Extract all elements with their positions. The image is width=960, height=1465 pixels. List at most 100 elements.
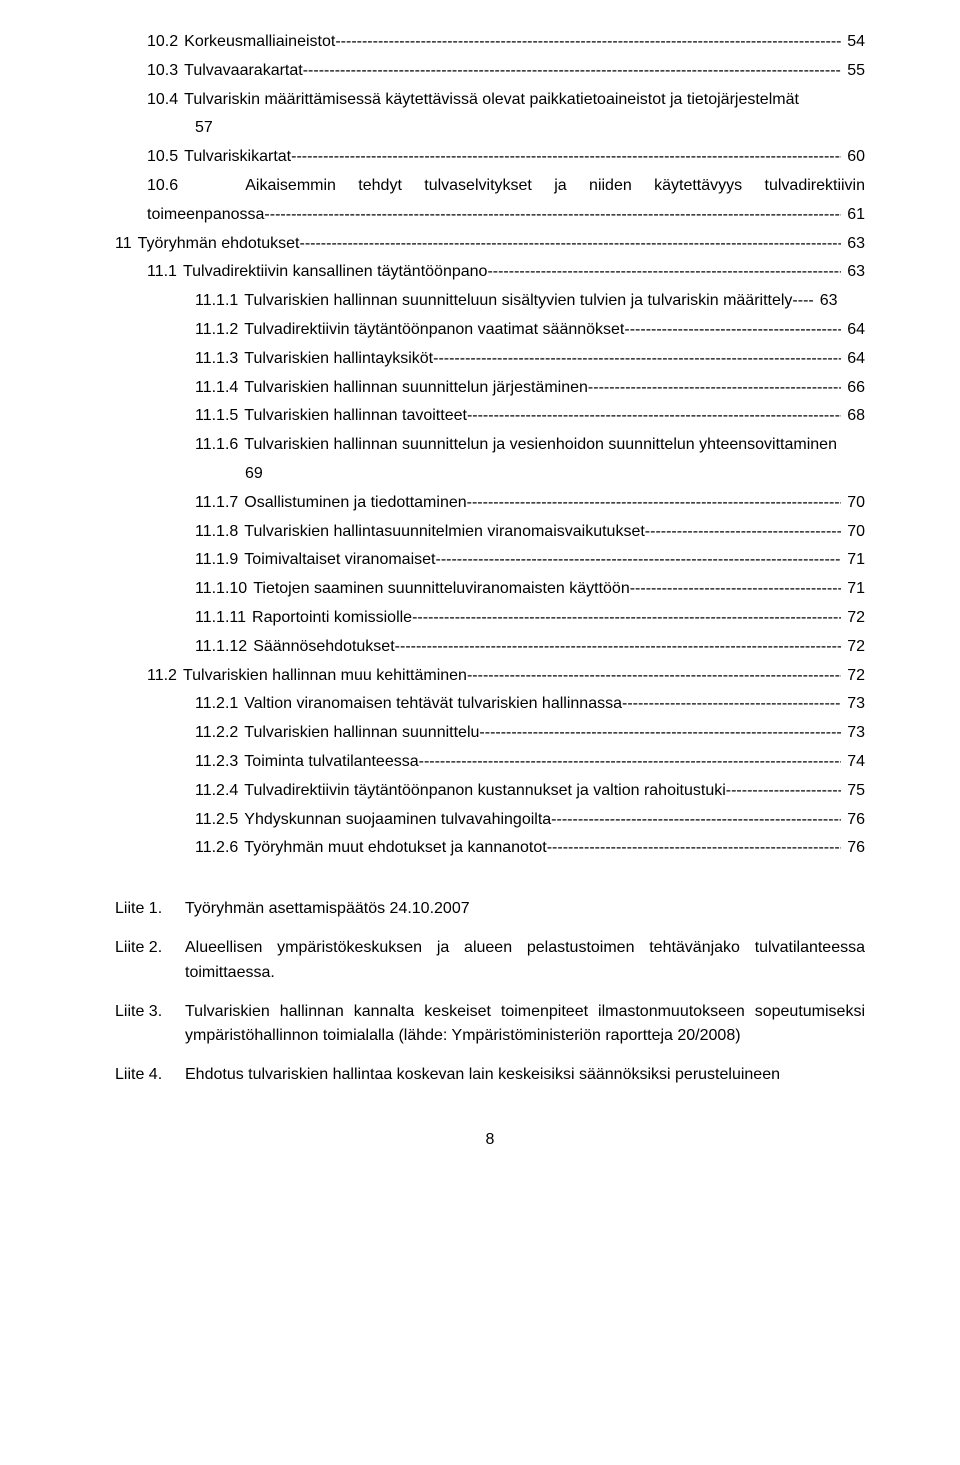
toc-entry: 11.1.3Tulvariskien hallintayksiköt 64 [115,347,865,372]
toc-entry: 10.4Tulvariskin määrittämisessä käytettä… [115,88,865,113]
toc-label: Toimivaltaiset viranomaiset [244,548,435,573]
toc-label: Yhdyskunnan suojaaminen tulvavahingoilta [244,808,551,833]
toc-number: 11.1.5 [195,404,244,429]
appendix-text: Ehdotus tulvariskien hallintaa koskevan … [185,1063,865,1088]
toc-number: 11.1.3 [195,347,244,372]
toc-label: Tulvariskien hallinnan suunnittelun ja v… [244,433,837,458]
toc-label: Toiminta tulvatilanteessa [244,750,418,775]
toc-label: toimeenpanossa [147,203,264,228]
appendix-text: Tulvariskien hallinnan kannalta keskeise… [185,1000,865,1050]
toc-leader [395,635,842,651]
toc-number: 11.1.4 [195,376,244,401]
toc-page: 61 [841,203,865,228]
toc-entry: 11.2.3Toiminta tulvatilanteessa 74 [115,750,865,775]
toc-entry-continuation: toimeenpanossa 61 [115,203,865,228]
toc-entry: 11.1.5Tulvariskien hallinnan tavoitteet6… [115,404,865,429]
toc-leader [487,260,841,276]
toc-page: 72 [841,606,865,631]
toc-page: 71 [841,577,865,602]
toc-leader [622,692,841,708]
toc-page: 54 [841,30,865,55]
toc-number: 11.2.5 [195,808,244,833]
toc-leader [547,836,842,852]
toc-number: 10.4 [147,88,184,113]
toc-entry: 11.2.6Työryhmän muut ehdotukset ja kanna… [115,836,865,861]
toc-label: Säännösehdotukset [253,635,394,660]
toc-entry: 11.1Tulvadirektiivin kansallinen täytänt… [115,260,865,285]
toc-label: Tietojen saaminen suunnitteluviranomaist… [253,577,630,602]
toc-page: 74 [841,750,865,775]
toc-page: 72 [841,664,865,689]
toc-entry: 10.5Tulvariskikartat60 [115,145,865,170]
document-page: 10.2Korkeusmalliaineistot5410.3Tulvavaar… [0,0,960,1465]
toc-page: 64 [841,318,865,343]
toc-leader [467,664,841,680]
toc-leader [630,577,841,593]
toc-page: 64 [841,347,865,372]
toc-leader [624,318,841,334]
toc-label: Tulvadirektiivin täytäntöönpanon kustann… [244,779,725,804]
toc-leader-short: ---- [792,289,813,314]
toc-entry: 11.1.11Raportointi komissiolle 72 [115,606,865,631]
toc-page: 73 [841,721,865,746]
toc-page: 72 [841,635,865,660]
toc-label: Tulvadirektiivin kansallinen täytäntöönp… [183,260,487,285]
toc-leader [299,232,841,248]
toc-leader [264,203,841,219]
toc-label: Tulvariskien hallintasuunnitelmien viran… [244,520,644,545]
toc-entry: 11.2.2Tulvariskien hallinnan suunnittelu… [115,721,865,746]
toc-label: Osallistuminen ja tiedottaminen [244,491,466,516]
toc-entry: 11.2.5Yhdyskunnan suojaaminen tulvavahin… [115,808,865,833]
toc-label: Tulvariskikartat [184,145,291,170]
toc-number: 11.1.12 [195,635,253,660]
toc-label: Tulvariskien hallinnan suunnitteluun sis… [244,289,792,314]
toc-label: Tulvariskien hallinnan suunnittelun järj… [244,376,588,401]
toc-entry: 11.1.2Tulvadirektiivin täytäntöönpanon v… [115,318,865,343]
toc-leader [291,145,841,161]
toc-number: 11.2 [147,664,183,689]
toc-page: 75 [841,779,865,804]
toc-leader [419,750,842,766]
toc-leader [467,404,841,420]
toc-number: 11.1.11 [195,606,252,631]
toc-entry: 10.6 Aikaisemmin tehdyt tulvaselvitykset… [115,174,865,199]
toc-number: 11.1.6 [195,433,244,458]
toc-number: 11.1.1 [195,289,244,314]
appendix-label: Liite 4. [115,1063,185,1088]
toc-label: Tulvariskien hallinnan muu kehittäminen [183,664,467,689]
appendix-label: Liite 3. [115,1000,185,1050]
appendix-item: Liite 1.Työryhmän asettamispäätös 24.10.… [115,897,865,922]
table-of-contents: 10.2Korkeusmalliaineistot5410.3Tulvavaar… [115,30,865,861]
toc-page: 68 [841,404,865,429]
toc-continuation: 69 [115,462,865,487]
toc-page: 63 [841,232,865,257]
appendix-item: Liite 4.Ehdotus tulvariskien hallintaa k… [115,1063,865,1088]
toc-entry: 11.1.4Tulvariskien hallinnan suunnittelu… [115,376,865,401]
toc-leader [303,59,841,75]
toc-entry: 10.2Korkeusmalliaineistot54 [115,30,865,55]
toc-label: Valtion viranomaisen tehtävät tulvariski… [244,692,622,717]
toc-number: 11.2.4 [195,779,244,804]
toc-page: 60 [841,145,865,170]
toc-number: 11 [115,232,138,257]
toc-entry: 11.2.1Valtion viranomaisen tehtävät tulv… [115,692,865,717]
toc-leader [645,520,841,536]
toc-number: 11.1.10 [195,577,253,602]
toc-entry: 11.1.8Tulvariskien hallintasuunnitelmien… [115,520,865,545]
toc-page: 76 [841,808,865,833]
toc-number: 11.2.3 [195,750,244,775]
toc-label: Raportointi komissiolle [252,606,412,631]
toc-number: 11.2.2 [195,721,244,746]
toc-entry: 11Työryhmän ehdotukset63 [115,232,865,257]
toc-page: 70 [841,491,865,516]
toc-leader [433,347,841,363]
toc-entry: 11.1.7Osallistuminen ja tiedottaminen70 [115,491,865,516]
toc-leader [726,779,841,795]
toc-label: Tulvariskien hallintayksiköt [244,347,433,372]
appendix-text: Alueellisen ympäristökeskuksen ja alueen… [185,936,865,986]
toc-number: 11.2.6 [195,836,244,861]
toc-number: 11.2.1 [195,692,244,717]
toc-number: 11.1.8 [195,520,244,545]
appendix-item: Liite 2.Alueellisen ympäristökeskuksen j… [115,936,865,986]
toc-entry: 11.1.9Toimivaltaiset viranomaiset71 [115,548,865,573]
